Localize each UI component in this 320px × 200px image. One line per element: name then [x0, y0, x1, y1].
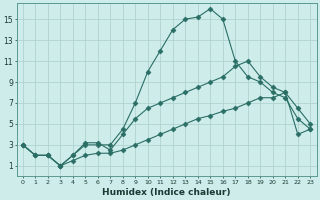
- X-axis label: Humidex (Indice chaleur): Humidex (Indice chaleur): [102, 188, 231, 197]
